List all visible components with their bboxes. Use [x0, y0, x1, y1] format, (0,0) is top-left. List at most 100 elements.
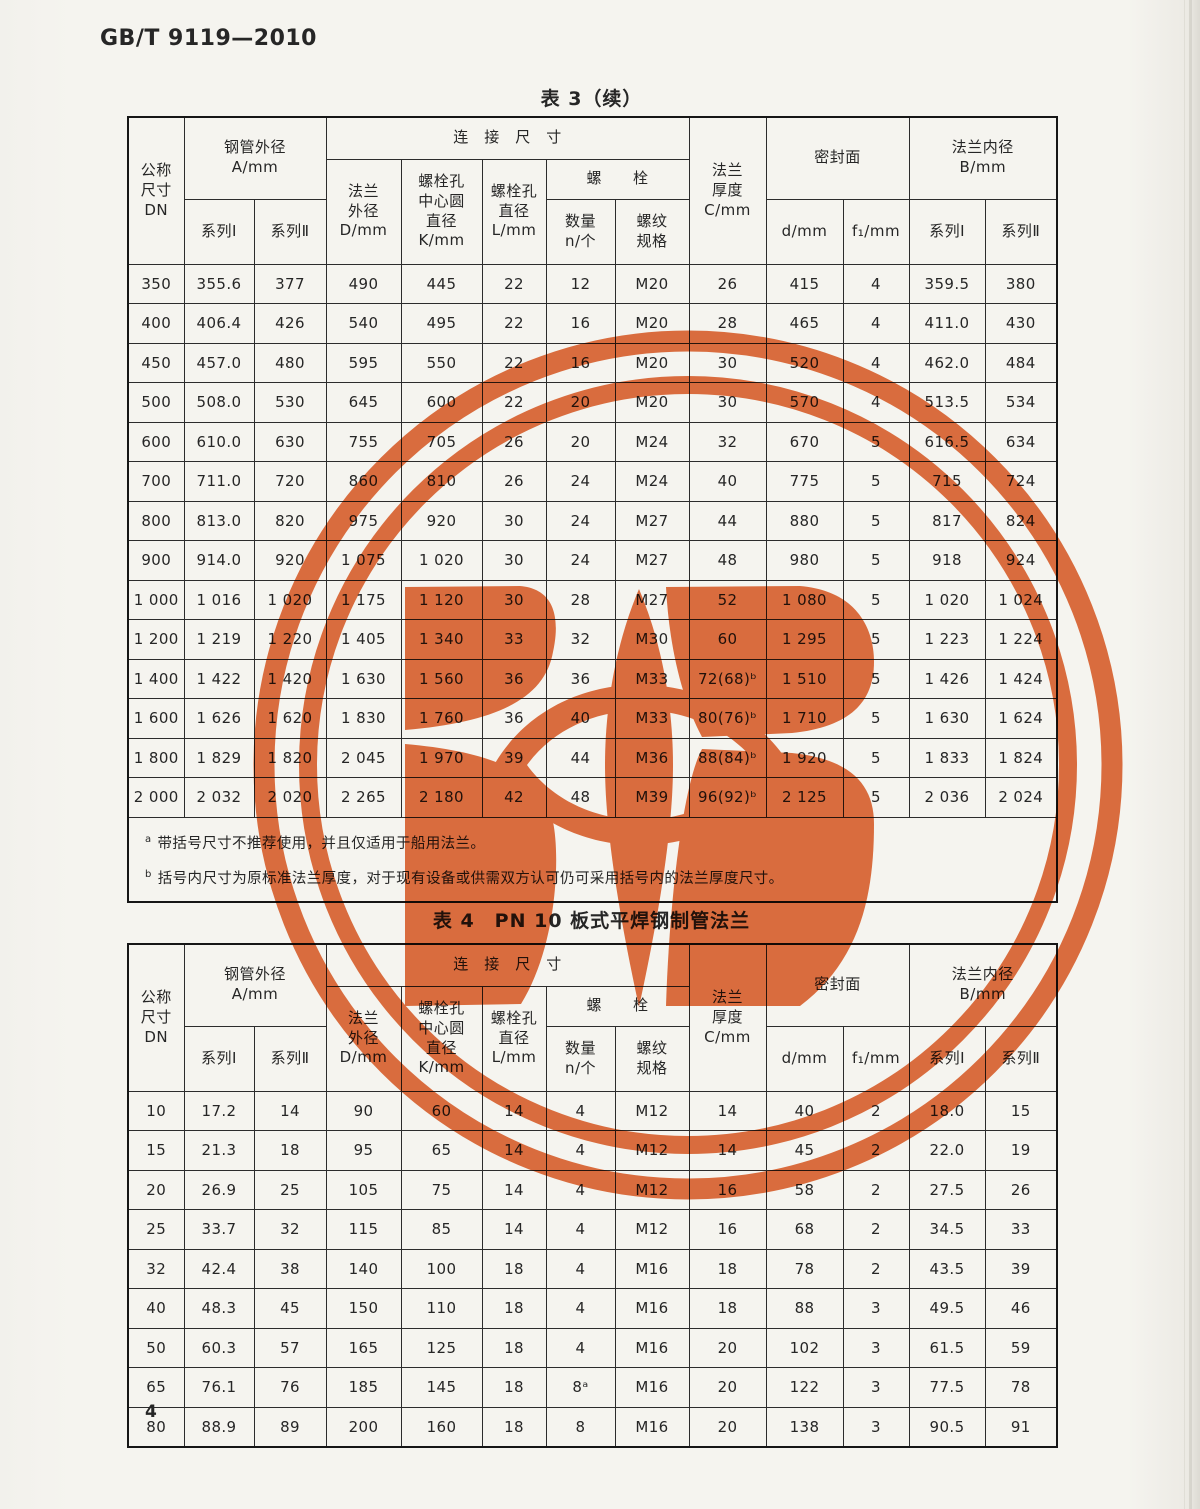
- col-flange-od: 法兰 外径 D/mm: [325, 158, 402, 265]
- cell: 5: [842, 540, 910, 581]
- cell: 4: [842, 382, 910, 423]
- cell: 38: [253, 1248, 327, 1289]
- cell: 18: [481, 1367, 547, 1408]
- cell: 1 630: [908, 698, 986, 739]
- table-row: 700 711.0 720 860 810 26 24 M24 40 775 5 715 724: [127, 461, 1058, 502]
- table-row: 600 610.0 630 755 705 26 20 M24 32 670 5 616.5 634: [127, 421, 1058, 462]
- cell: 1 630: [325, 658, 402, 699]
- cell: M33: [614, 698, 690, 739]
- cell: 1 340: [400, 619, 483, 660]
- cell: 1 920: [765, 737, 844, 778]
- col-series2: 系列Ⅱ: [253, 1025, 327, 1092]
- cell: 125: [400, 1327, 483, 1368]
- cell: 445: [400, 263, 483, 304]
- cell: 1 824: [984, 737, 1058, 778]
- cell: 1 833: [908, 737, 986, 778]
- col-bolt-circle: 螺栓孔 中心圆 直径 K/mm: [400, 985, 483, 1092]
- cell: M12: [614, 1169, 690, 1210]
- cell: 634: [984, 421, 1058, 462]
- cell: 824: [984, 500, 1058, 541]
- cell: 4: [545, 1169, 616, 1210]
- cell: 4: [545, 1130, 616, 1171]
- cell: 1 175: [325, 579, 402, 620]
- cell: 28: [688, 303, 767, 344]
- col-d-mm: d/mm: [765, 198, 844, 265]
- cell: 1 223: [908, 619, 986, 660]
- cell: 145: [400, 1367, 483, 1408]
- cell: 600: [400, 382, 483, 423]
- cell: M24: [614, 421, 690, 462]
- cell: 462.0: [908, 342, 986, 383]
- cell: 115: [325, 1209, 402, 1250]
- cell: 724: [984, 461, 1058, 502]
- cell: 14: [688, 1130, 767, 1171]
- cell: 96(92)ᵇ: [688, 777, 767, 818]
- cell: 16: [688, 1209, 767, 1250]
- footnote-b-marker: b: [145, 869, 152, 881]
- table-row: 25 33.7 32 115 85 14 4 M12 16 68 2 34.5 33: [127, 1209, 1058, 1250]
- cell: 1 800: [127, 737, 185, 778]
- cell: 27.5: [908, 1169, 986, 1210]
- cell: 65: [127, 1367, 185, 1408]
- cell: 800: [127, 500, 185, 541]
- cell: 40: [127, 1288, 185, 1329]
- cell: 1 000: [127, 579, 185, 620]
- table3-footnotes: a 带括号尺寸不推荐使用，并且仅适用于船用法兰。 b 括号内尺寸为原标准法兰厚度，对…: [127, 816, 1058, 903]
- cell: 616.5: [908, 421, 986, 462]
- cell: 513.5: [908, 382, 986, 423]
- cell: 100: [400, 1248, 483, 1289]
- cell: 61.5: [908, 1327, 986, 1368]
- cell: 2 125: [765, 777, 844, 818]
- cell: 15: [984, 1090, 1058, 1131]
- col-f1-mm: f₁/mm: [842, 198, 910, 265]
- cell: 21.3: [183, 1130, 255, 1171]
- cell: 43.5: [908, 1248, 986, 1289]
- cell: 1 626: [183, 698, 255, 739]
- cell: 45: [765, 1130, 844, 1171]
- cell: 550: [400, 342, 483, 383]
- cell: 406.4: [183, 303, 255, 344]
- cell: 102: [765, 1327, 844, 1368]
- cell: 18: [688, 1288, 767, 1329]
- cell: 720: [253, 461, 327, 502]
- col-bore-series2: 系列Ⅱ: [984, 1025, 1058, 1092]
- cell: 1 760: [400, 698, 483, 739]
- cell: 24: [545, 461, 616, 502]
- cell: 185: [325, 1367, 402, 1408]
- cell: 26: [481, 421, 547, 462]
- cell: 20: [688, 1406, 767, 1447]
- table-row: 20 26.9 25 105 75 14 4 M12 16 58 2 27.5 26: [127, 1169, 1058, 1210]
- cell: 20: [545, 421, 616, 462]
- cell: 670: [765, 421, 844, 462]
- cell: 1 200: [127, 619, 185, 660]
- cell: 860: [325, 461, 402, 502]
- cell: 25: [127, 1209, 185, 1250]
- cell: 20: [688, 1367, 767, 1408]
- cell: 1 600: [127, 698, 185, 739]
- cell: 12: [545, 263, 616, 304]
- cell: 4: [545, 1248, 616, 1289]
- cell: 1 400: [127, 658, 185, 699]
- cell: 5: [842, 777, 910, 818]
- cell: 630: [253, 421, 327, 462]
- cell: M30: [614, 619, 690, 660]
- cell: 14: [481, 1130, 547, 1171]
- cell: 775: [765, 461, 844, 502]
- table-row: 450 457.0 480 595 550 22 16 M20 30 520 4 462.0 484: [127, 342, 1058, 383]
- cell: 1 295: [765, 619, 844, 660]
- cell: 72(68)ᵇ: [688, 658, 767, 699]
- cell: 78: [984, 1367, 1058, 1408]
- cell: 1 405: [325, 619, 402, 660]
- cell: 415: [765, 263, 844, 304]
- cell: 1 219: [183, 619, 255, 660]
- cell: 495: [400, 303, 483, 344]
- cell: 39: [481, 737, 547, 778]
- footnote-a: a 带括号尺寸不推荐使用，并且仅适用于船用法兰。: [145, 824, 1046, 860]
- cell: 1 510: [765, 658, 844, 699]
- cell: 1 560: [400, 658, 483, 699]
- cell: 5: [842, 658, 910, 699]
- cell: 18: [481, 1248, 547, 1289]
- cell: 3: [842, 1367, 910, 1408]
- col-series2: 系列Ⅱ: [253, 198, 327, 265]
